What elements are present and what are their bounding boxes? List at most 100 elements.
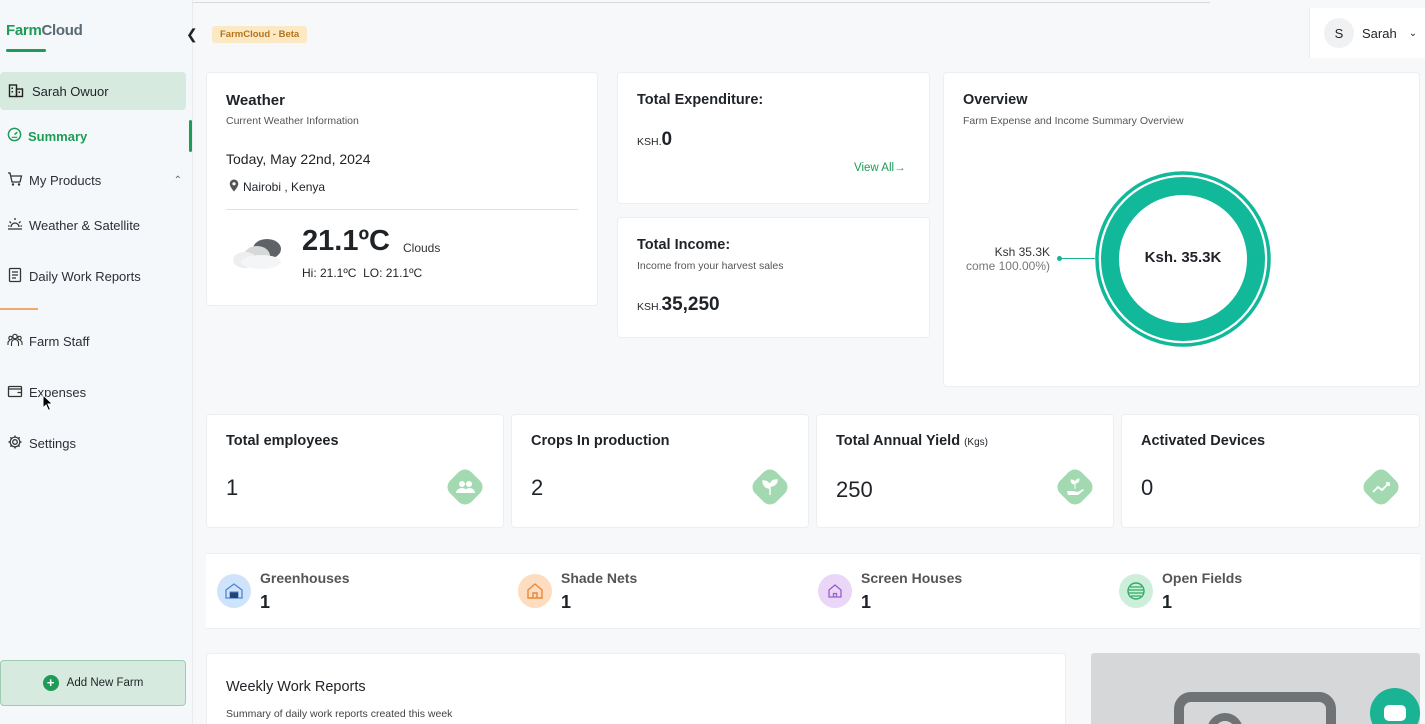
- donut-center-label: Ksh. 35.3K: [1144, 249, 1222, 266]
- logo-underline: [6, 49, 46, 52]
- overview-card: Overview Farm Expense and Income Summary…: [943, 72, 1420, 387]
- stat-card-employees: Total employees 1: [206, 414, 504, 528]
- nav-expenses[interactable]: Expenses: [0, 377, 190, 407]
- greenhouse-icon: [217, 574, 251, 608]
- add-farm-label: Add New Farm: [66, 677, 144, 689]
- facilities-strip: Greenhouses 1 Shade Nets 1 Screen Houses…: [206, 553, 1420, 629]
- home-icon: [518, 574, 552, 608]
- temperature: 21.1ºC: [302, 225, 390, 257]
- slice-amount: Ksh 35.3K: [994, 245, 1050, 259]
- weather-location: Nairobi , Kenya: [229, 179, 325, 195]
- user-menu[interactable]: S Sarah ⌄: [1309, 8, 1425, 58]
- nav-settings[interactable]: Settings: [0, 428, 190, 458]
- income-title: Total Income:: [637, 237, 731, 253]
- beta-badge: FarmCloud - Beta: [212, 26, 308, 43]
- facility-count: 1: [260, 592, 271, 612]
- stat-title: Total Annual Yield (Kgs): [836, 433, 988, 449]
- stat-title: Total employees: [226, 433, 339, 449]
- stat-value: 1: [226, 475, 239, 500]
- donut-leader-dot: [1057, 256, 1062, 261]
- people-icon: [7, 332, 23, 351]
- collapse-sidebar-button[interactable]: ❮: [186, 26, 198, 42]
- weather-condition: Clouds: [403, 241, 441, 255]
- nav-farm-staff[interactable]: Farm Staff: [0, 326, 190, 356]
- nav-divider: [0, 308, 38, 310]
- temperature-hi-lo: Hi: 21.1ºC LO: 21.1ºC: [302, 266, 423, 280]
- expenditure-amount: KSH. 0: [637, 129, 672, 151]
- nav-summary-label: Summary: [28, 128, 88, 144]
- nav-my-products[interactable]: My Products ⌃: [0, 165, 190, 195]
- overview-title: Overview: [963, 92, 1028, 108]
- stat-value: 2: [531, 475, 544, 500]
- avatar: S: [1324, 18, 1354, 48]
- weather-date: Today, May 22nd, 2024: [226, 151, 371, 167]
- cart-icon: [7, 171, 23, 190]
- slice-percent: come 100.00%): [965, 259, 1050, 273]
- stat-card-annual-yield: Total Annual Yield (Kgs) 250: [816, 414, 1114, 528]
- nav-daily-work-reports[interactable]: Daily Work Reports: [0, 261, 190, 291]
- currency-label: KSH.: [637, 301, 662, 313]
- sprout-icon: [748, 465, 792, 509]
- weekly-reports-subtitle: Summary of daily work reports created th…: [226, 708, 453, 720]
- mouse-cursor-icon: [42, 393, 54, 417]
- weather-subtitle: Current Weather Information: [226, 115, 359, 127]
- user-name: Sarah: [1362, 25, 1397, 41]
- donut-leader-line: [1059, 258, 1095, 259]
- people-icon: [443, 465, 487, 509]
- facility-name: Open Fields: [1162, 570, 1243, 586]
- nav-summary[interactable]: Summary: [0, 121, 190, 151]
- currency-label: KSH.: [637, 136, 662, 148]
- weekly-reports-title: Weekly Work Reports: [226, 679, 366, 695]
- stat-value: 250: [836, 477, 873, 502]
- expenditure-title: Total Expenditure:: [637, 92, 764, 108]
- stat-title: Crops In production: [531, 433, 670, 449]
- nav-weather-label: Weather & Satellite: [29, 217, 141, 233]
- app-logo[interactable]: FarmCloud: [6, 22, 83, 39]
- expenditure-value: 0: [661, 129, 673, 150]
- nav-weather-satellite[interactable]: Weather & Satellite: [0, 210, 190, 240]
- sun-icon: [7, 216, 23, 235]
- facility-name: Shade Nets: [561, 570, 638, 586]
- map-placeholder: [1091, 653, 1420, 724]
- add-new-farm-button[interactable]: + Add New Farm: [0, 660, 186, 706]
- income-value: 35,250: [661, 294, 720, 315]
- field-icon: [1119, 574, 1153, 608]
- chat-button[interactable]: [1370, 688, 1420, 724]
- arrow-right-icon: →: [894, 162, 906, 174]
- sidebar: FarmCloud Sarah Owuor Summary My Product…: [0, 0, 193, 724]
- nav-expenses-label: Expenses: [29, 384, 87, 400]
- nav-daily-reports-label: Daily Work Reports: [29, 268, 141, 284]
- nav-settings-label: Settings: [29, 435, 76, 451]
- income-expense-donut[interactable]: [1094, 169, 1274, 354]
- clouds-icon: [231, 233, 289, 276]
- location-pin-icon: [229, 179, 239, 195]
- income-amount: KSH. 35,250: [637, 294, 720, 316]
- farm-name: Sarah Owuor: [32, 83, 109, 99]
- facility-name: Screen Houses: [861, 570, 963, 586]
- top-border: [125, 0, 1210, 3]
- stat-card-devices: Activated Devices 0: [1121, 414, 1420, 528]
- stat-title: Activated Devices: [1141, 433, 1266, 449]
- income-subtitle: Income from your harvest sales: [637, 260, 784, 272]
- expenditure-card: Total Expenditure: KSH. 0 View All→: [617, 72, 930, 204]
- nav-farm-staff-label: Farm Staff: [29, 333, 90, 349]
- weather-title: Weather: [226, 92, 285, 109]
- farm-selector[interactable]: Sarah Owuor: [0, 72, 186, 110]
- speedometer-icon: [7, 127, 22, 145]
- home-icon: [818, 574, 852, 608]
- location-text: Nairobi , Kenya: [243, 180, 326, 194]
- facility-name: Greenhouses: [260, 570, 350, 586]
- plus-icon: +: [42, 675, 59, 691]
- stat-unit: (Kgs): [964, 437, 988, 448]
- stat-card-crops: Crops In production 2: [511, 414, 809, 528]
- stat-value: 0: [1141, 475, 1154, 500]
- income-card: Total Income: Income from your harvest s…: [617, 217, 930, 338]
- active-indicator: [189, 120, 192, 152]
- weekly-reports-card: Weekly Work Reports Summary of daily wor…: [206, 653, 1066, 724]
- view-all-link[interactable]: View All→: [854, 162, 906, 174]
- harvest-hand-icon: [1053, 465, 1097, 509]
- facility-count: 1: [861, 592, 872, 612]
- gear-icon: [7, 434, 23, 453]
- chat-icon: [1384, 705, 1406, 721]
- facility-count: 1: [1162, 592, 1173, 612]
